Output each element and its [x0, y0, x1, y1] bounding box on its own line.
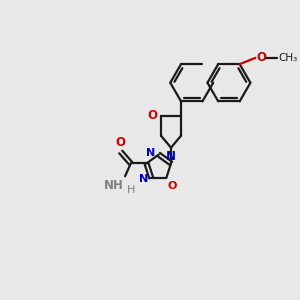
- Text: N: N: [146, 148, 155, 158]
- Text: O: O: [148, 109, 158, 122]
- Text: O: O: [116, 136, 126, 149]
- Text: O: O: [256, 51, 267, 64]
- Text: CH₃: CH₃: [278, 53, 298, 63]
- Text: NH: NH: [104, 178, 124, 192]
- Text: H: H: [127, 185, 136, 195]
- Text: N: N: [139, 174, 148, 184]
- Text: O: O: [168, 181, 177, 191]
- Text: N: N: [166, 150, 176, 163]
